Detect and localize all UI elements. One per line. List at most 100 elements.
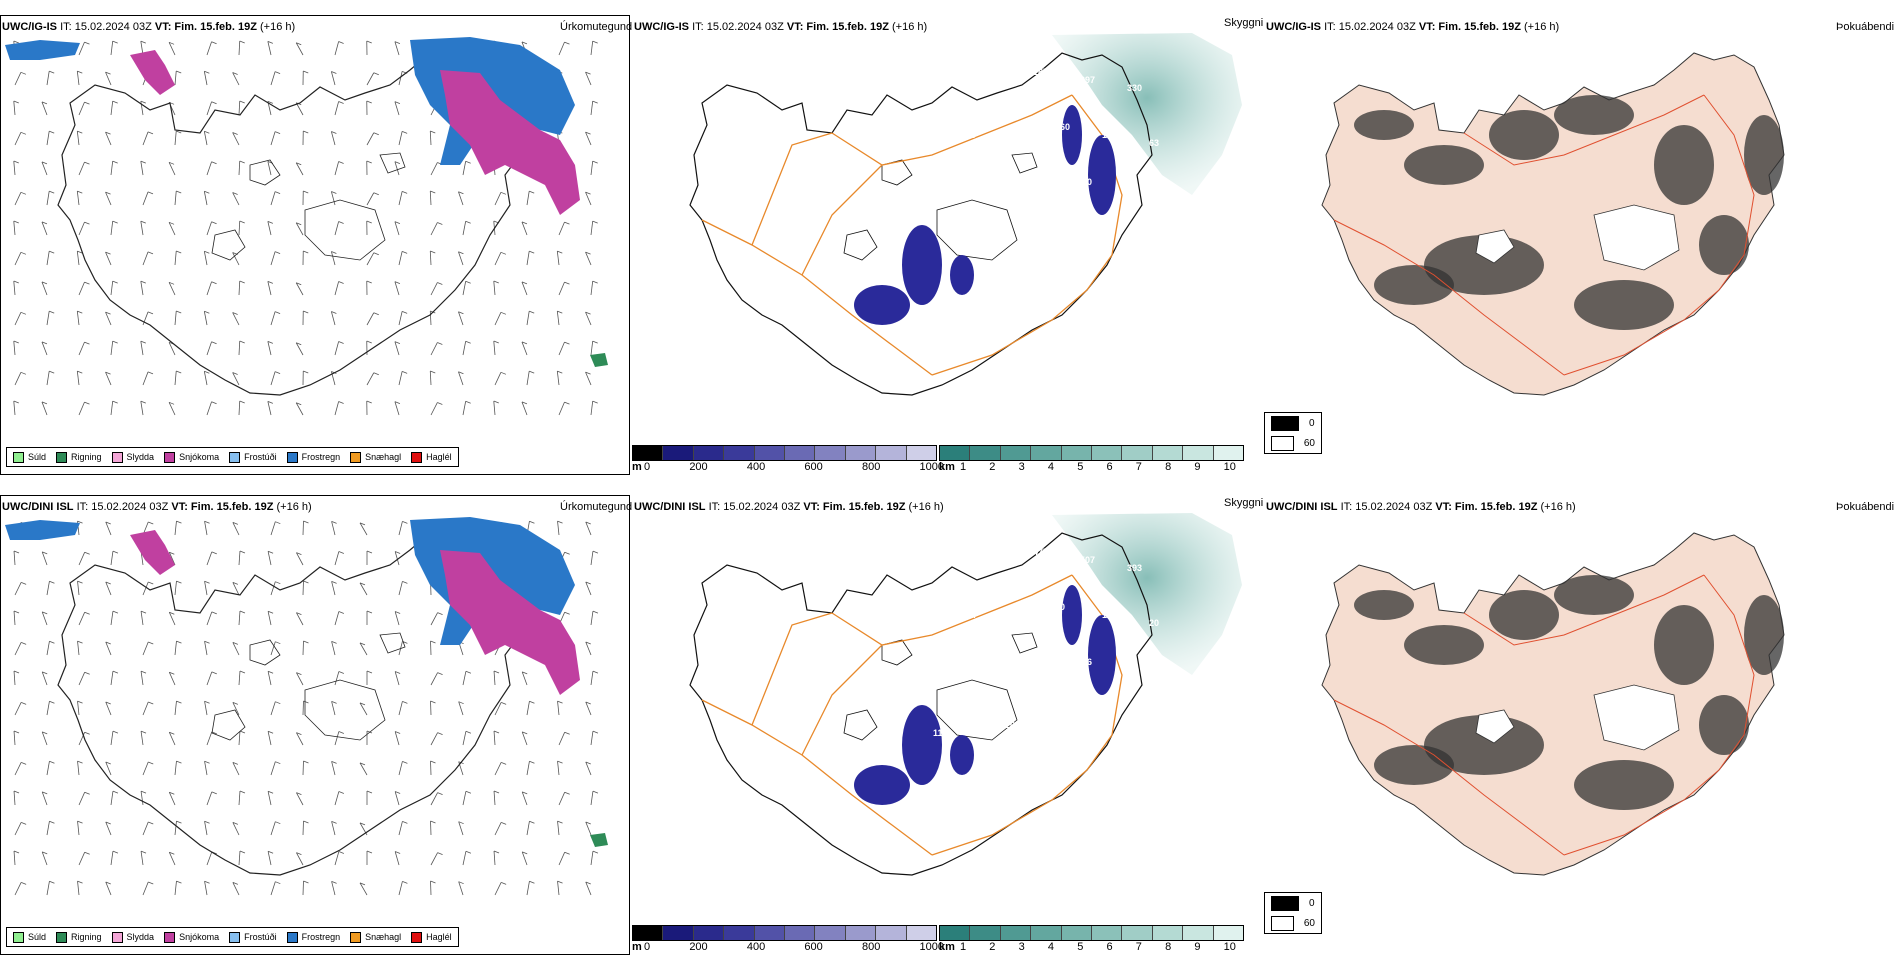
legend-item: Frostregn — [287, 452, 341, 463]
legend-swatch — [112, 452, 123, 463]
cloud-base-label: 20 — [1149, 618, 1159, 628]
glacier-outline — [1012, 633, 1037, 653]
colorbar-step — [1153, 926, 1183, 940]
colorbar-tick: 3 — [1019, 461, 1025, 473]
colorbar-tick: 4 — [1048, 941, 1054, 953]
low-cloud-areas — [854, 105, 1116, 325]
cloud-base-label: 109 — [961, 130, 976, 140]
rain-area — [590, 833, 608, 847]
colorbar-tick: 800 — [862, 941, 880, 953]
colorbar-step — [1153, 446, 1183, 460]
legend-label: Súld — [28, 452, 46, 462]
visibility-colorbar — [939, 445, 1244, 461]
cloud-base-label: 196 — [1077, 657, 1092, 667]
colorbar-tick: 6 — [1106, 941, 1112, 953]
colorbar-step — [785, 926, 815, 940]
cloud-base-label: 436 — [892, 547, 907, 557]
cloud-base-label: 1 — [936, 657, 941, 667]
colorbar-step — [970, 926, 1000, 940]
colorbar-tick: 2 — [989, 461, 995, 473]
colorbar-step — [907, 926, 936, 940]
cloud-base-label: 18 — [1124, 185, 1134, 195]
legend-item: Rigning — [56, 932, 102, 943]
cloud-base-label: 260 — [1055, 122, 1070, 132]
legend-label: Slydda — [127, 452, 155, 462]
cloud-base-label: 63 — [1008, 138, 1018, 148]
precip-panel-row1: UWC/IG-IS IT: 15.02.2024 03Z VT: Fim. 15… — [0, 15, 630, 475]
legend-label: Snæhagl — [365, 452, 401, 462]
colorbar-step — [1031, 446, 1061, 460]
colorbar-step — [1062, 926, 1092, 940]
glacier-outline — [250, 160, 280, 185]
colorbar-step — [846, 446, 876, 460]
precip-map — [0, 495, 630, 955]
cloud-base-label: 11 — [911, 193, 921, 203]
colorbar-tick: 6 — [1106, 461, 1112, 473]
cloud-map: 4364043794775073931401542415011201141991… — [632, 495, 1262, 955]
cloud-base-label: 555 — [939, 75, 954, 85]
legend-swatch — [229, 932, 240, 943]
cloud-base-label: 477 — [1033, 547, 1048, 557]
cloud-base-label: 129 — [1124, 665, 1139, 675]
legend-swatch — [411, 932, 422, 943]
legend-item: Snæhagl — [350, 452, 401, 463]
coastline — [690, 533, 1152, 875]
legend-label: Snjókoma — [179, 452, 219, 462]
cloud-base-colorbar — [632, 445, 937, 461]
colorbar-tick: 10 — [1224, 461, 1236, 473]
colorbar-tick: 400 — [747, 461, 765, 473]
cloud-base-label: 393 — [1127, 563, 1142, 573]
cloud-base-label: 140 — [1099, 712, 1114, 722]
colorbar-tick: 600 — [804, 941, 822, 953]
colorbar-step — [846, 926, 876, 940]
colorbar-tick: 10 — [1224, 941, 1236, 953]
visibility-unit: km — [939, 461, 955, 473]
legend-label: Haglél — [426, 932, 452, 942]
legend-swatch — [56, 932, 67, 943]
colorbar-step — [940, 926, 970, 940]
colorbar-tick: 7 — [1136, 461, 1142, 473]
colorbar-step — [1214, 926, 1243, 940]
colorbar-step — [755, 446, 785, 460]
cloud-map: 5115554211872973301210963260151637310510… — [632, 15, 1262, 475]
legend-label: Súld — [28, 932, 46, 942]
legend-swatch — [13, 452, 24, 463]
colorbar-step — [876, 926, 906, 940]
legend-item: Snæhagl — [350, 932, 401, 943]
precip-panel-row2: UWC/DINI ISL IT: 15.02.2024 03Z VT: Fim.… — [0, 495, 630, 955]
legend-label: Snjókoma — [179, 932, 219, 942]
fog-panel-row2: UWC/DINI ISL IT: 15.02.2024 03Z VT: Fim.… — [1264, 495, 1894, 955]
colorbar-tick: 0 — [644, 941, 650, 953]
cloud-base-label: 151 — [1102, 130, 1117, 140]
colorbar-tick: 5 — [1077, 941, 1083, 953]
legend-item: Frostúði — [229, 932, 277, 943]
legend-item: Rigning — [56, 452, 102, 463]
fog-index-label: Þokuábendi — [1836, 501, 1894, 513]
cloud-base-label: 379 — [986, 563, 1001, 573]
fog-map — [1264, 15, 1894, 475]
colorbar-step — [1031, 926, 1061, 940]
fog-tick-0: 0 — [1309, 418, 1315, 429]
legend-label: Rigning — [71, 932, 102, 942]
cloud-base-label: 106 — [1146, 720, 1161, 730]
colorbar-step — [1001, 926, 1031, 940]
legend-swatch — [112, 932, 123, 943]
colorbar-step — [1122, 446, 1152, 460]
legend-swatch — [350, 452, 361, 463]
precip-type-label: Úrkomutegund — [560, 21, 632, 33]
legend-label: Frostregn — [302, 452, 341, 462]
visibility-unit: km — [939, 941, 955, 953]
legend-swatch — [13, 932, 24, 943]
freezing-rain-area — [5, 520, 80, 540]
colorbar-tick: 4 — [1048, 461, 1054, 473]
cloud-base-label: 404 — [939, 555, 954, 565]
cloud-base-label: 104 — [1030, 193, 1045, 203]
legend-label: Haglél — [426, 452, 452, 462]
fog-legend-row2: 0 60 — [1264, 892, 1322, 934]
legend-swatch — [164, 452, 175, 463]
legend-swatch — [287, 932, 298, 943]
legend-item: Súld — [13, 932, 46, 943]
colorbar-step — [694, 446, 724, 460]
glacier-outline — [305, 680, 385, 740]
